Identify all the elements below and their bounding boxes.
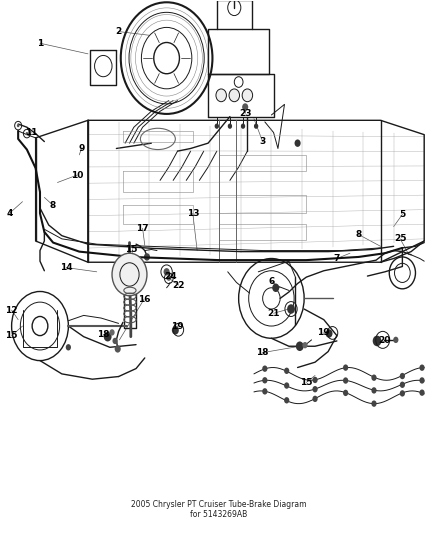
Circle shape: [371, 400, 377, 407]
Circle shape: [400, 390, 405, 397]
Circle shape: [104, 332, 112, 342]
Circle shape: [325, 329, 332, 338]
Circle shape: [287, 304, 295, 314]
Circle shape: [312, 386, 318, 392]
Text: 18: 18: [256, 348, 269, 357]
Text: 22: 22: [173, 280, 185, 289]
Text: 2005 Chrysler PT Cruiser Tube-Brake Diagram
for 5143269AB: 2005 Chrysler PT Cruiser Tube-Brake Diag…: [131, 499, 307, 519]
Circle shape: [172, 326, 179, 335]
Text: 17: 17: [136, 224, 149, 233]
Text: 25: 25: [394, 235, 406, 244]
Text: 6: 6: [268, 277, 275, 286]
Text: 11: 11: [25, 128, 38, 137]
Circle shape: [420, 390, 425, 396]
Circle shape: [284, 382, 289, 389]
Text: 16: 16: [138, 295, 150, 304]
Text: 9: 9: [78, 144, 85, 153]
Circle shape: [302, 342, 307, 349]
Circle shape: [228, 124, 232, 129]
Circle shape: [373, 336, 381, 346]
Circle shape: [25, 132, 28, 135]
Circle shape: [166, 276, 171, 281]
Text: 15: 15: [5, 331, 18, 340]
Circle shape: [343, 377, 348, 384]
Circle shape: [242, 89, 253, 102]
Text: 18: 18: [97, 330, 110, 339]
Circle shape: [393, 337, 399, 343]
Text: 8: 8: [356, 230, 362, 239]
Circle shape: [144, 253, 150, 261]
Circle shape: [262, 377, 268, 383]
Text: 20: 20: [379, 336, 391, 345]
Circle shape: [262, 388, 268, 394]
Circle shape: [371, 387, 377, 393]
Circle shape: [254, 124, 258, 129]
Text: 19: 19: [317, 328, 329, 337]
Text: 14: 14: [60, 263, 73, 272]
Text: 1: 1: [37, 39, 43, 48]
Circle shape: [400, 373, 405, 379]
Text: 10: 10: [71, 171, 83, 180]
Text: 2: 2: [116, 27, 122, 36]
Text: 8: 8: [50, 201, 56, 210]
Circle shape: [215, 124, 219, 129]
Circle shape: [66, 344, 71, 351]
Text: 4: 4: [6, 209, 13, 218]
Circle shape: [163, 268, 170, 276]
Text: 3: 3: [260, 137, 266, 146]
Circle shape: [284, 397, 289, 403]
Text: 15: 15: [125, 245, 138, 254]
Text: 15: 15: [300, 378, 313, 387]
Circle shape: [284, 368, 289, 374]
Text: 21: 21: [267, 309, 280, 318]
Text: 12: 12: [5, 305, 18, 314]
Circle shape: [296, 342, 304, 351]
Circle shape: [400, 382, 405, 388]
Circle shape: [229, 89, 240, 102]
Text: 23: 23: [239, 109, 251, 118]
Circle shape: [371, 375, 377, 381]
Circle shape: [262, 366, 268, 372]
Circle shape: [115, 345, 121, 353]
Circle shape: [343, 390, 348, 396]
Circle shape: [272, 284, 279, 292]
Text: 13: 13: [187, 209, 199, 218]
Circle shape: [312, 395, 318, 402]
Circle shape: [110, 329, 115, 336]
Circle shape: [17, 124, 19, 127]
Circle shape: [242, 103, 248, 111]
Circle shape: [294, 140, 300, 147]
Circle shape: [343, 365, 348, 371]
Circle shape: [241, 124, 245, 129]
Text: 5: 5: [399, 210, 406, 219]
Circle shape: [420, 377, 425, 384]
Circle shape: [312, 377, 318, 383]
Circle shape: [113, 338, 118, 344]
Circle shape: [216, 89, 226, 102]
Circle shape: [112, 253, 147, 296]
Circle shape: [420, 365, 425, 371]
Text: 19: 19: [171, 321, 184, 330]
Text: 7: 7: [334, 254, 340, 263]
Text: 24: 24: [164, 272, 177, 280]
